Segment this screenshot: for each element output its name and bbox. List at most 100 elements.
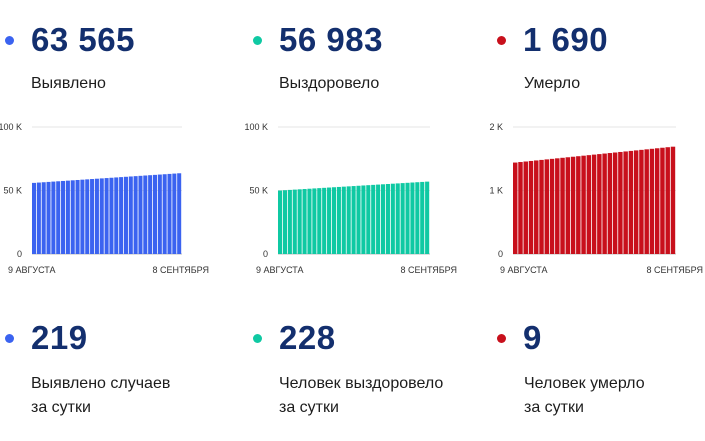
bar: [152, 174, 158, 254]
x-start-label: 9 АВГУСТА: [8, 265, 56, 275]
bar: [410, 182, 415, 254]
bar: [46, 181, 51, 254]
bar: [322, 187, 327, 254]
deaths-total-stat: 1 690: [492, 21, 608, 59]
cases-total-label: Выявлено: [31, 75, 106, 92]
deaths-daily-dot-icon: [497, 333, 506, 343]
cases-column: 63 565 Выявлено 100 K 50 K 0 9 АВГУСТА 8 СЕН…: [0, 0, 235, 441]
bar: [346, 186, 351, 254]
deaths-dot-icon: [497, 35, 506, 45]
bar: [560, 157, 565, 254]
y-tick-label: 1 K: [489, 186, 503, 196]
cases-chart: 100 K 50 K 0 9 АВГУСТА 8 СЕНТЯБРЯ: [0, 122, 209, 275]
x-end-label: 8 СЕНТЯБРЯ: [400, 265, 457, 275]
recovered-daily-label: Человек выздоровело за сутки: [279, 372, 443, 420]
deaths-total-label: Умерло: [524, 75, 581, 92]
bar: [99, 178, 104, 254]
y-tick-label: 100 K: [244, 122, 268, 132]
deaths-total-value: 1 690: [523, 21, 609, 58]
cases-dot-icon: [5, 35, 14, 45]
bar: [586, 155, 592, 254]
recovered-chart: 100 K 50 K 0 9 АВГУСТА 8 СЕНТЯБРЯ: [244, 122, 457, 275]
bar: [119, 177, 124, 254]
bar: [425, 181, 430, 254]
recovered-column: 56 983 Выздоровело 100 K 50 K 0 9 АВГУСТА 8 …: [244, 0, 478, 441]
bar: [420, 181, 425, 254]
bar: [80, 179, 85, 254]
bar: [133, 176, 138, 254]
y-tick-label: 0: [263, 249, 268, 259]
bar: [628, 150, 634, 254]
bar: [576, 156, 581, 254]
cases-daily-value: 219: [31, 319, 88, 356]
bar: [618, 151, 623, 254]
bar: [167, 173, 172, 254]
bar: [90, 179, 95, 254]
bar: [660, 147, 665, 254]
recovered-daily-value: 228: [279, 319, 336, 356]
bar: [85, 179, 90, 254]
recovered-daily-stat: 228: [248, 319, 336, 357]
recovered-total-stat: 56 983: [248, 21, 383, 59]
deaths-daily-label-line1: Человек умерло: [524, 375, 645, 392]
bar: [565, 157, 571, 254]
bar: [539, 159, 544, 254]
recovered-daily-label-line2: за сутки: [279, 399, 339, 416]
bar: [534, 160, 539, 254]
bar: [65, 180, 70, 254]
bar: [633, 150, 639, 254]
bar: [36, 182, 41, 254]
bar: [366, 185, 371, 254]
deaths-daily-value: 9: [523, 319, 542, 356]
y-tick-label: 2 K: [489, 122, 503, 132]
bar: [385, 183, 390, 254]
cases-daily-label-line1: Выявлено случаев: [31, 375, 171, 392]
x-start-label: 9 АВГУСТА: [256, 265, 304, 275]
bar: [287, 189, 292, 254]
bar: [41, 182, 46, 254]
bar: [361, 185, 366, 254]
bar: [570, 156, 576, 254]
bar: [351, 186, 356, 254]
bar: [644, 149, 649, 254]
bar: [555, 158, 560, 254]
bar: [581, 155, 586, 254]
bar: [390, 183, 395, 254]
bar: [75, 179, 80, 254]
recovered-total-label: Выздоровело: [279, 75, 380, 92]
recovered-daily-label-line1: Человек выздоровело: [279, 375, 444, 392]
bar: [356, 185, 361, 254]
bar: [670, 146, 676, 254]
bar: [114, 177, 119, 254]
x-start-label: 9 АВГУСТА: [500, 265, 548, 275]
bar: [528, 160, 534, 254]
bar: [51, 181, 56, 254]
bar: [56, 181, 61, 254]
bar: [317, 188, 322, 254]
bar: [138, 175, 143, 254]
bar: [665, 147, 670, 254]
bar: [109, 177, 114, 254]
cases-daily-dot-icon: [5, 333, 14, 343]
bar: [327, 187, 332, 254]
y-tick-label: 50 K: [3, 186, 22, 196]
bar: [371, 184, 376, 254]
bar: [312, 188, 317, 254]
bar: [544, 159, 550, 254]
bar: [282, 190, 288, 254]
bar: [523, 161, 528, 254]
y-tick-label: 0: [498, 249, 503, 259]
bar: [607, 153, 613, 254]
bar: [172, 173, 177, 254]
recovered-dot-icon: [253, 35, 262, 45]
x-end-label: 8 СЕНТЯБРЯ: [152, 265, 209, 275]
bar: [32, 182, 37, 254]
recovered-total-value: 56 983: [279, 21, 383, 58]
bar: [380, 184, 386, 254]
bar: [128, 176, 133, 254]
bar: [177, 173, 182, 254]
bar: [292, 189, 297, 254]
bar: [654, 148, 660, 254]
bar: [405, 182, 410, 254]
